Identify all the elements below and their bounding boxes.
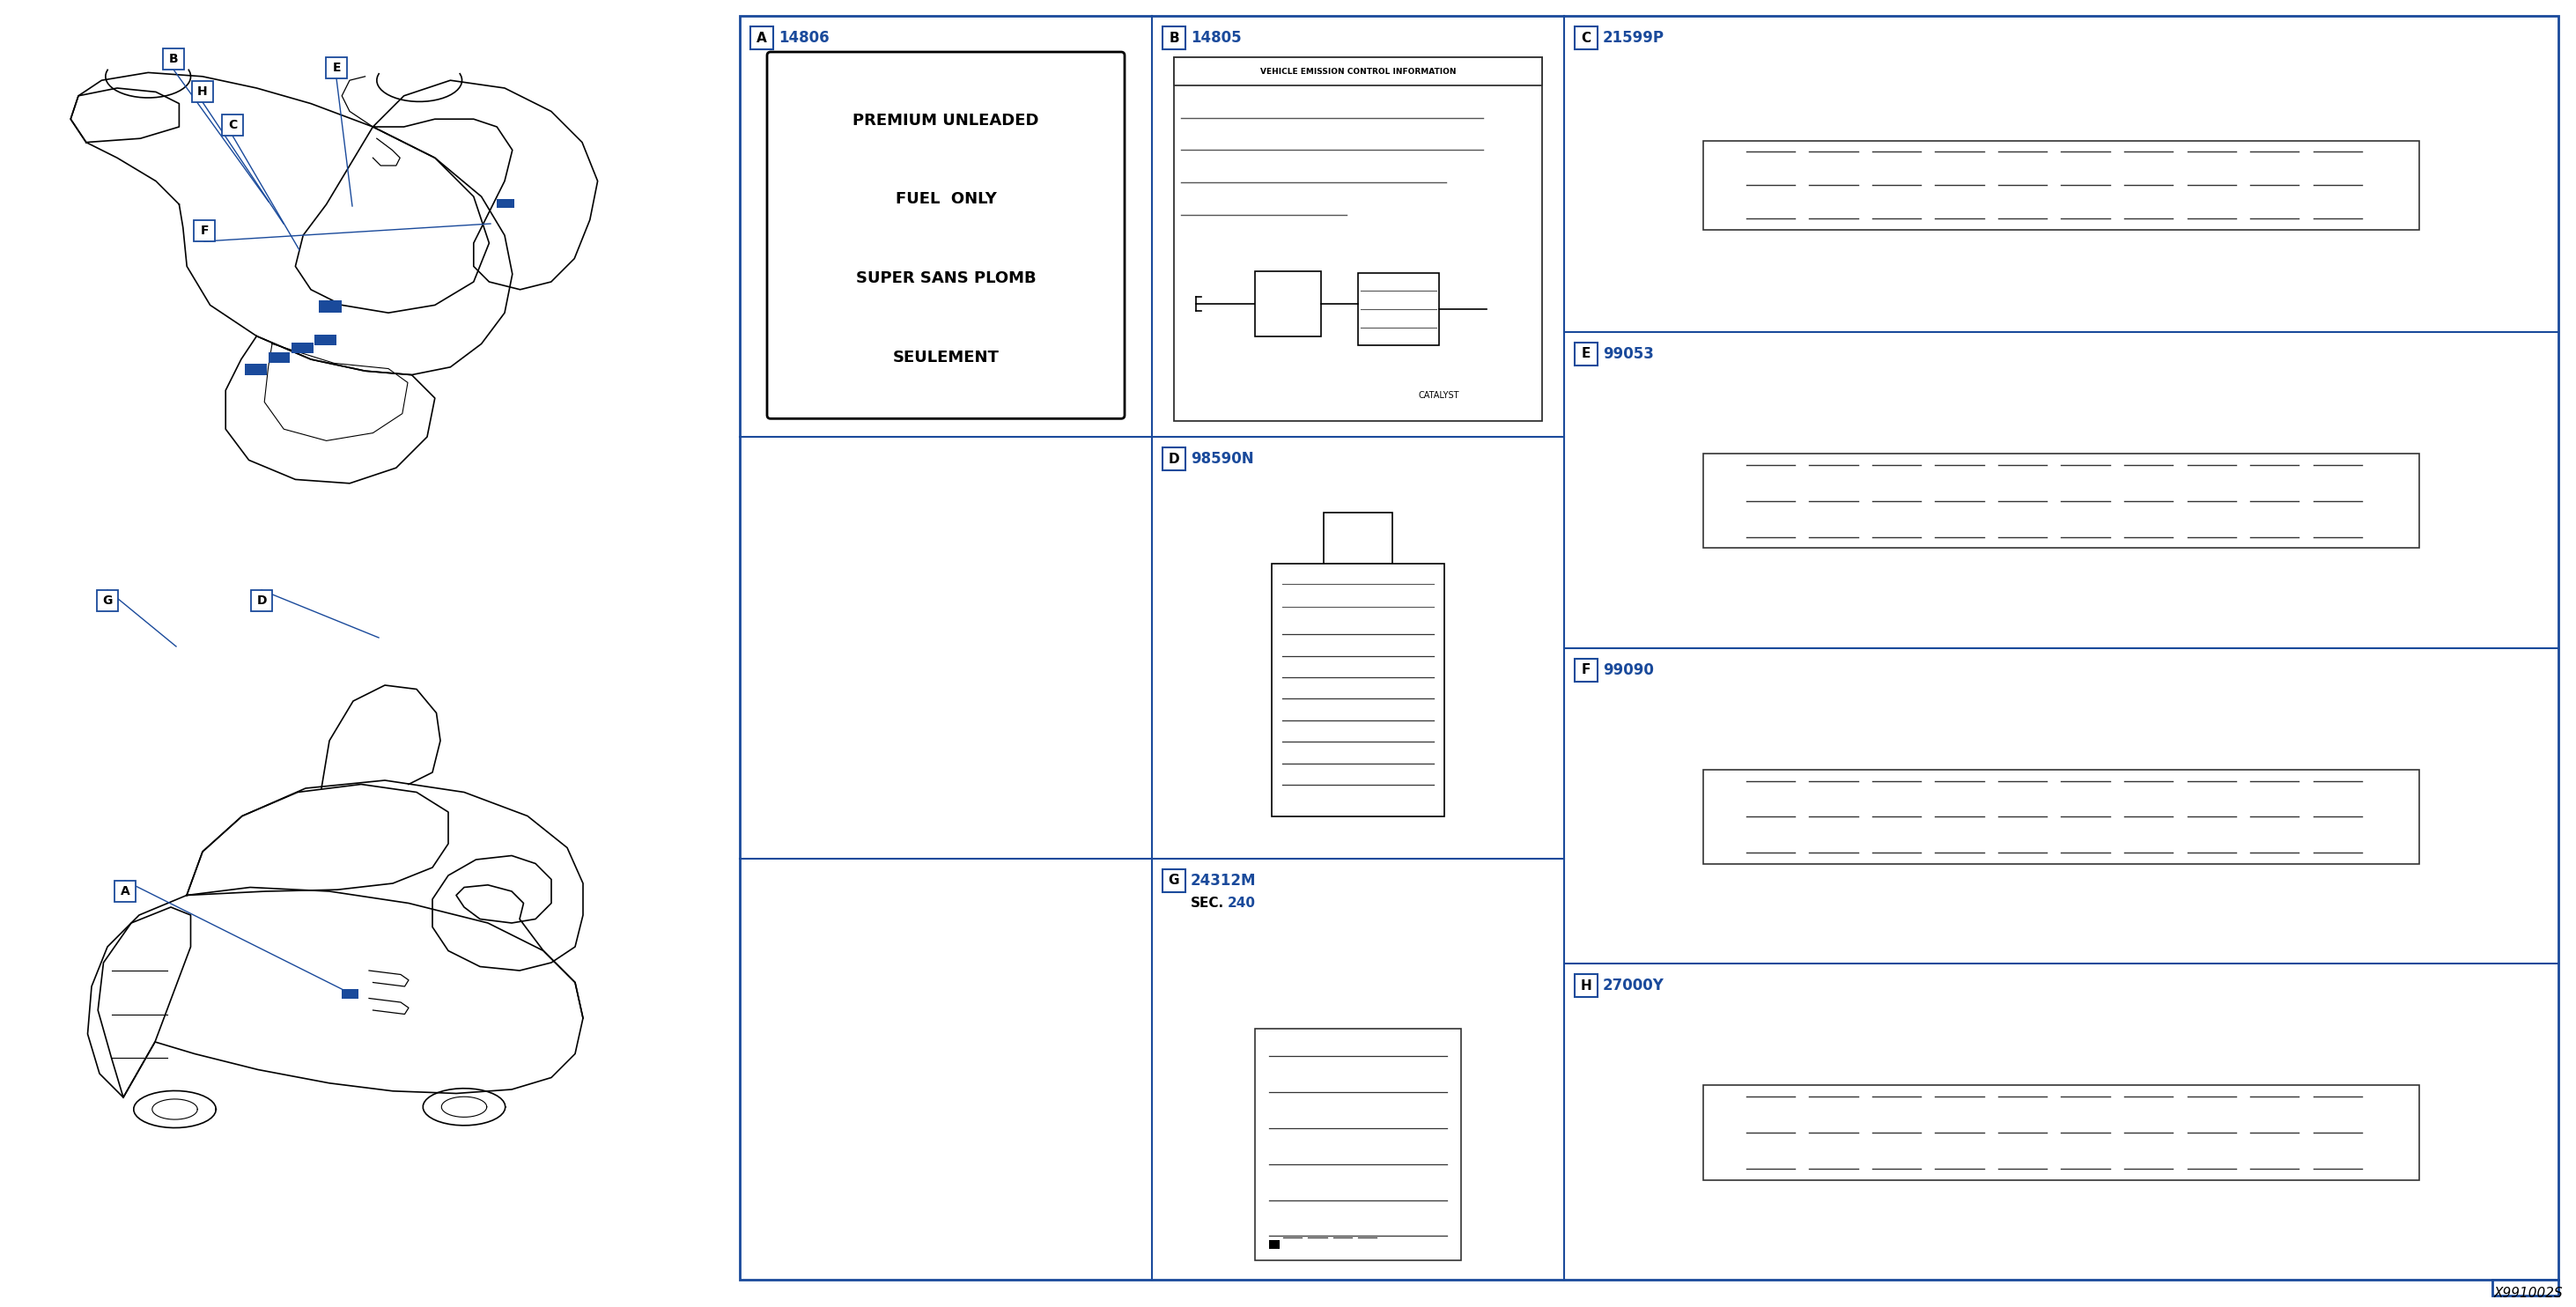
FancyBboxPatch shape bbox=[768, 52, 1126, 418]
Text: VEHICLE EMISSION CONTROL INFORMATION: VEHICLE EMISSION CONTROL INFORMATION bbox=[1260, 68, 1455, 76]
Bar bbox=[750, 26, 773, 50]
Text: FUEL  ONLY: FUEL ONLY bbox=[896, 191, 997, 208]
Text: 14805: 14805 bbox=[1190, 30, 1242, 46]
Bar bbox=[1574, 659, 1597, 681]
Text: C: C bbox=[229, 119, 237, 131]
Bar bbox=[1162, 869, 1185, 891]
Text: SUPER SANS PLOMB: SUPER SANS PLOMB bbox=[855, 271, 1036, 286]
Bar bbox=[245, 363, 268, 375]
Bar bbox=[340, 989, 358, 999]
Bar bbox=[1175, 58, 1543, 85]
Bar bbox=[98, 589, 118, 612]
Text: A: A bbox=[757, 31, 768, 44]
Text: B: B bbox=[1170, 31, 1180, 44]
Bar bbox=[1703, 141, 2419, 230]
Text: G: G bbox=[1170, 874, 1180, 887]
Bar bbox=[1273, 563, 1445, 817]
Bar bbox=[1574, 974, 1597, 997]
Bar bbox=[268, 353, 291, 363]
Text: G: G bbox=[103, 595, 113, 606]
Bar bbox=[1162, 26, 1185, 50]
Text: E: E bbox=[332, 61, 340, 74]
Text: SEC.: SEC. bbox=[1190, 897, 1224, 910]
Text: 99053: 99053 bbox=[1602, 346, 1654, 362]
Bar bbox=[1574, 342, 1597, 365]
Bar bbox=[1358, 273, 1440, 345]
Bar bbox=[1162, 448, 1185, 471]
Text: SEULEMENT: SEULEMENT bbox=[894, 350, 999, 366]
Bar bbox=[1574, 26, 1597, 50]
Bar bbox=[1703, 770, 2419, 864]
Text: F: F bbox=[1582, 663, 1589, 677]
Bar bbox=[113, 881, 137, 902]
Bar bbox=[1270, 1240, 1280, 1248]
Bar bbox=[739, 16, 2558, 1280]
Bar bbox=[1255, 1029, 1461, 1260]
Bar bbox=[291, 342, 314, 353]
Text: 27000Y: 27000Y bbox=[1602, 978, 1664, 993]
Text: H: H bbox=[1582, 979, 1592, 992]
Text: 24312M: 24312M bbox=[1190, 873, 1257, 889]
Bar bbox=[1703, 1085, 2419, 1180]
Bar bbox=[250, 589, 273, 612]
Bar bbox=[325, 58, 348, 78]
Text: A: A bbox=[121, 885, 129, 898]
Bar bbox=[193, 81, 214, 102]
Bar bbox=[497, 199, 515, 208]
Bar bbox=[222, 115, 242, 136]
Bar bbox=[193, 220, 214, 242]
Text: CATALYST: CATALYST bbox=[1419, 391, 1461, 400]
Text: D: D bbox=[258, 595, 268, 606]
Text: 21599P: 21599P bbox=[1602, 30, 1664, 46]
Bar bbox=[319, 301, 343, 312]
Bar bbox=[1703, 454, 2419, 548]
Text: B: B bbox=[170, 52, 178, 65]
Bar bbox=[1255, 271, 1321, 337]
Text: E: E bbox=[1582, 348, 1589, 361]
Bar bbox=[162, 48, 183, 69]
Text: PREMIUM UNLEADED: PREMIUM UNLEADED bbox=[853, 112, 1038, 128]
Text: X991002S: X991002S bbox=[2494, 1287, 2563, 1300]
Text: 240: 240 bbox=[1229, 897, 1257, 910]
Text: D: D bbox=[1170, 452, 1180, 465]
Bar bbox=[314, 335, 337, 345]
Text: 99090: 99090 bbox=[1602, 661, 1654, 678]
Bar bbox=[2494, 1280, 2558, 1295]
Text: 14806: 14806 bbox=[778, 30, 829, 46]
Bar bbox=[1175, 58, 1543, 421]
Text: F: F bbox=[201, 225, 209, 237]
Text: H: H bbox=[198, 85, 209, 98]
Bar bbox=[1324, 512, 1394, 563]
Text: 98590N: 98590N bbox=[1190, 451, 1255, 467]
Text: C: C bbox=[1582, 31, 1592, 44]
